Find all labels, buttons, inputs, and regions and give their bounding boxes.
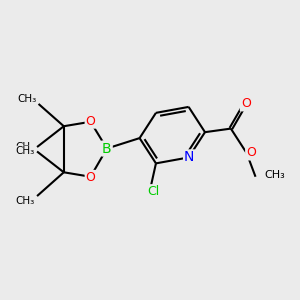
Text: CH₃: CH₃ [15, 142, 35, 152]
Text: O: O [85, 115, 95, 128]
Text: Cl: Cl [147, 185, 159, 198]
Text: CH₃: CH₃ [15, 196, 35, 206]
Text: CH₃: CH₃ [264, 170, 285, 180]
Text: O: O [246, 146, 256, 160]
Text: N: N [184, 150, 194, 164]
Text: B: B [102, 142, 112, 155]
Text: O: O [85, 171, 95, 184]
Text: CH₃: CH₃ [15, 146, 35, 157]
Text: CH₃: CH₃ [17, 94, 36, 104]
Text: O: O [241, 98, 250, 110]
